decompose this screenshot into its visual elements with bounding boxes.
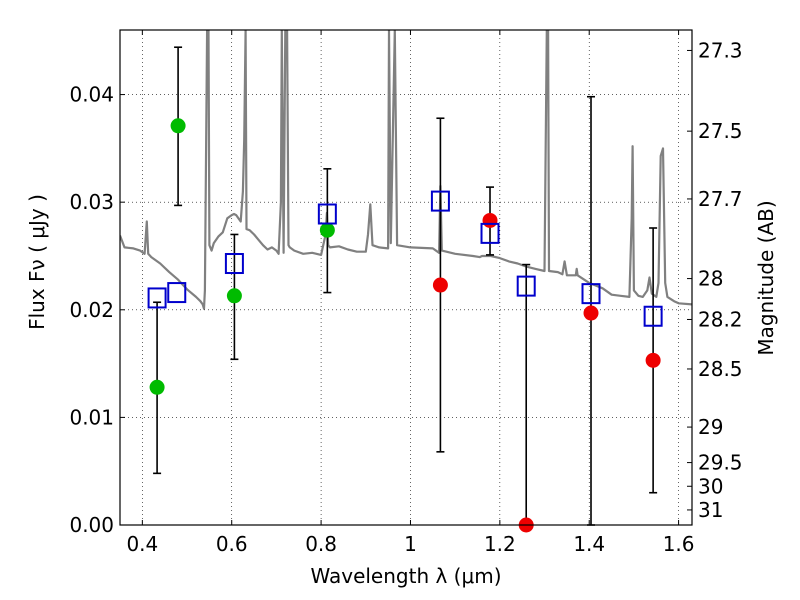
right-tick-label: 30 <box>698 474 723 498</box>
model-photometry-square <box>480 222 500 244</box>
detection-point <box>149 379 165 395</box>
right-tick-label: 27.3 <box>698 38 743 62</box>
right-tick-label: 27.7 <box>698 187 743 211</box>
right-tick-label: 27.5 <box>698 119 743 143</box>
right-tick-label: 28 <box>698 267 723 291</box>
right-tick-label: 28.5 <box>698 357 743 381</box>
axis-ticks: 0.4 0.6 0.8 1 1.2 1.4 1.6 0.00 0.01 0.02 0.03 0.04 2… <box>69 30 743 556</box>
upper-limit-point <box>432 277 448 293</box>
model-photometry-square <box>224 253 244 275</box>
model-photometry-square <box>643 305 663 327</box>
data-layer <box>120 30 692 310</box>
model-photometry-square <box>317 203 337 225</box>
upper-limit-point <box>645 352 661 368</box>
model-photometry-square <box>430 190 450 212</box>
x-tick-label: 0.6 <box>216 532 248 556</box>
x-tick-label: 1 <box>404 532 417 556</box>
sed-model-line <box>120 30 692 310</box>
right-tick-label: 28.2 <box>698 307 743 331</box>
right-tick-label: 29 <box>698 415 723 439</box>
model-photometry-square <box>516 275 536 297</box>
y-tick-label: 0.03 <box>69 190 114 214</box>
upper-limit-point <box>583 305 599 321</box>
x-tick-label: 1.2 <box>484 532 516 556</box>
y-tick-label: 0.01 <box>69 405 114 429</box>
model-photometry-square <box>581 283 601 305</box>
plot-area <box>120 30 692 310</box>
x-axis-label: Wavelength λ (μm) <box>310 564 501 588</box>
detection-point <box>226 288 242 304</box>
y-tick-label: 0.04 <box>69 83 114 107</box>
y-tick-label: 0.00 <box>69 513 114 537</box>
x-tick-label: 0.8 <box>305 532 337 556</box>
x-tick-label: 0.4 <box>126 532 158 556</box>
x-tick-label: 1.4 <box>573 532 605 556</box>
plot-frame <box>119 29 693 526</box>
x-tick-label: 1.6 <box>663 532 695 556</box>
right-tick-label: 31 <box>698 498 723 522</box>
detection-point <box>319 222 335 238</box>
y-axis-right-label: Magnitude (AB) <box>754 200 778 355</box>
upper-limit-point <box>482 212 498 228</box>
detection-point <box>170 118 186 134</box>
model-photometry-square <box>147 287 167 309</box>
model-photometry-square <box>167 282 187 304</box>
y-tick-label: 0.02 <box>69 298 114 322</box>
right-tick-label: 29.5 <box>698 451 743 475</box>
y-axis-label: Flux Fν ( μJy ) <box>25 194 49 330</box>
marker-layer <box>147 46 663 533</box>
grid-lines <box>120 30 692 525</box>
